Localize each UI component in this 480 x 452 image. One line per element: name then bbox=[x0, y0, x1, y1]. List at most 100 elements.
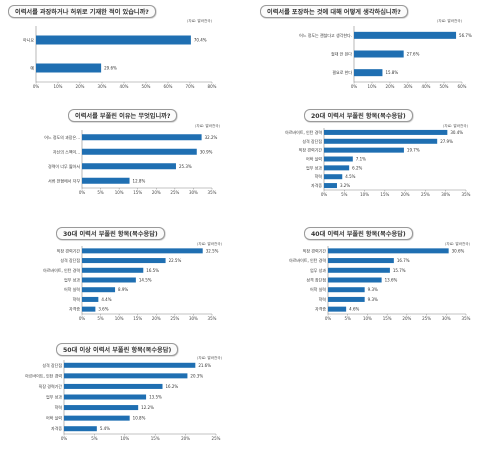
x-tick-label: 30% bbox=[98, 84, 107, 89]
chart-panel-7: 0% 5% 10% 15% 20% 25% 성격 장단점 21.6% 아르바이트, 인턴 경력 2… bbox=[6, 342, 228, 446]
x-tick-label: 0% bbox=[79, 190, 86, 195]
category-label: 업무 성과 bbox=[46, 394, 62, 400]
category-label: 절대 안 된다 bbox=[331, 51, 352, 57]
data-label: 15.7% bbox=[393, 268, 406, 273]
chart-title-7: 50대 이상 이력서 부풀린 항목(복수응답) bbox=[56, 343, 179, 356]
x-tick-label: 35% bbox=[208, 190, 217, 195]
chart-title-3: 이력서를 부풀린 이유는 무엇입니까? bbox=[68, 109, 178, 122]
category-label: 아르바이트, 인턴 경력 bbox=[289, 257, 326, 263]
category-label: 아르바이트, 인턴 경력 bbox=[25, 372, 62, 378]
data-label: 13.5% bbox=[149, 395, 162, 400]
x-tick-label: 10% bbox=[363, 316, 372, 321]
category-label: 어학 실력 bbox=[310, 286, 326, 292]
category-label: 필요로 한다 bbox=[332, 69, 352, 75]
bar bbox=[82, 177, 130, 184]
data-label: 27.9% bbox=[440, 139, 453, 144]
chart-title-6: 40대 이력서 부풀린 항목(복수응답) bbox=[304, 227, 413, 240]
category-label: 성격 장단점 bbox=[60, 257, 80, 263]
x-tick-label: 5% bbox=[97, 190, 104, 195]
x-tick-label: 30% bbox=[441, 192, 450, 197]
category-label: 자격증 bbox=[315, 306, 326, 312]
bar bbox=[324, 183, 337, 189]
data-label: 9.3% bbox=[368, 287, 378, 292]
bar bbox=[36, 63, 102, 73]
bar bbox=[324, 147, 404, 153]
category-label: 직장 경력기간 bbox=[303, 247, 327, 253]
chart-svg-2: 0% 10% 20% 30% 40% 50% 60% 어느 정도는 괜찮다고 생각한다. 56.… bbox=[299, 26, 472, 89]
data-label: 15.8% bbox=[385, 70, 398, 75]
x-tick-label: 35% bbox=[462, 316, 471, 321]
bar bbox=[82, 134, 202, 141]
x-tick-label: 50% bbox=[440, 84, 449, 89]
category-label: 학력 bbox=[55, 404, 63, 410]
category-label: 업무 성과 bbox=[306, 164, 322, 170]
bar bbox=[354, 50, 404, 58]
x-tick-label: 60% bbox=[164, 84, 173, 89]
x-tick-label: 70% bbox=[186, 84, 195, 89]
data-label: 3.6% bbox=[98, 307, 108, 312]
bar bbox=[328, 248, 449, 254]
x-tick-label: 15% bbox=[133, 190, 142, 195]
bar bbox=[82, 163, 176, 170]
chart-panel-1: 0% 10% 20% 30% 40% 50% 60% 70% 80% 아니요 70.4% 예 29.6%… bbox=[6, 4, 228, 96]
x-tick-label: 15% bbox=[380, 192, 389, 197]
category-label: 자격증 bbox=[51, 425, 62, 431]
chart-title-5: 30대 이력서 부풀린 항목(복수응답) bbox=[56, 227, 165, 240]
chart-panel-5: 0% 5% 10% 15% 20% 25% 30% 35% 직장 경력기간 32.5% 성격 장단점… bbox=[6, 226, 228, 326]
bar bbox=[64, 383, 163, 389]
category-label: 직장 경력기간 bbox=[299, 147, 323, 153]
chart-panel-4: 0% 5% 10% 15% 20% 25% 30% 35% 아르바이트, 인턴 경력 30.4% 성… bbox=[254, 108, 476, 200]
data-label: 4.6% bbox=[349, 307, 359, 312]
x-tick-label: 5% bbox=[97, 316, 104, 321]
category-label: 아르바이트, 인턴 경력 bbox=[43, 267, 80, 273]
bar bbox=[64, 362, 196, 368]
data-label: 25.3% bbox=[179, 164, 192, 169]
x-tick-label: 30% bbox=[189, 316, 198, 321]
bar bbox=[324, 129, 448, 135]
category-label: 학력 bbox=[315, 173, 323, 179]
x-tick-label: 35% bbox=[208, 316, 217, 321]
category-label: 업무 성과 bbox=[64, 277, 80, 283]
category-label: 자신의 스펙이... bbox=[53, 148, 80, 154]
x-tick-label: 25% bbox=[170, 316, 179, 321]
data-label: 3.2% bbox=[340, 183, 350, 188]
category-label: 어느 정도는 괜찮다고 생각한다. bbox=[299, 32, 352, 38]
data-label: 70.4% bbox=[194, 38, 207, 43]
data-label: 4.4% bbox=[101, 297, 111, 302]
category-label: 학력 bbox=[319, 296, 327, 302]
category-label: 자격증 bbox=[69, 306, 80, 312]
chart-svg-5: 0% 5% 10% 15% 20% 25% 30% 35% 직장 경력기간 32.5% 성격 장단점… bbox=[43, 246, 219, 321]
chart-svg-6: 0% 5% 10% 15% 20% 25% 30% 35% 직장 경력기간 30.6% 아르바이트,… bbox=[289, 246, 471, 321]
category-label: 서류 전형에서 자꾸 bbox=[48, 177, 80, 183]
bar bbox=[354, 69, 383, 77]
bar bbox=[82, 287, 116, 293]
data-label: 27.6% bbox=[407, 52, 420, 57]
chart-title-1: 이력서를 과장하거나 허위로 기재한 적이 있습니까? bbox=[8, 5, 156, 18]
x-tick-label: 5% bbox=[91, 436, 98, 441]
chart-svg-3: 0% 5% 10% 15% 20% 25% 30% 35% 어느 정도의 과장은... 32.2%… bbox=[44, 130, 218, 195]
x-tick-label: 35% bbox=[462, 192, 471, 197]
x-tick-label: 0% bbox=[321, 192, 328, 197]
x-tick-label: 25% bbox=[422, 316, 431, 321]
x-tick-label: 20% bbox=[401, 192, 410, 197]
x-tick-label: 40% bbox=[120, 84, 129, 89]
x-tick-label: 5% bbox=[341, 192, 348, 197]
x-tick-label: 30% bbox=[189, 190, 198, 195]
x-tick-label: 0% bbox=[61, 436, 68, 441]
data-label: 20.3% bbox=[190, 373, 203, 378]
category-label: 성격 장단점 bbox=[302, 138, 322, 144]
bar bbox=[324, 174, 343, 180]
bar bbox=[324, 138, 438, 144]
data-label: 16.5% bbox=[146, 268, 159, 273]
bar bbox=[328, 287, 365, 293]
data-label: 29.6% bbox=[104, 66, 117, 71]
x-tick-label: 0% bbox=[79, 316, 86, 321]
data-label: 7.1% bbox=[356, 157, 366, 162]
x-tick-label: 10% bbox=[368, 84, 377, 89]
data-label: 32.5% bbox=[206, 248, 219, 253]
bar bbox=[36, 35, 191, 45]
x-tick-label: 15% bbox=[151, 436, 160, 441]
chart-title-4: 20대 이력서 부풀린 항목(복수응답) bbox=[304, 109, 413, 122]
category-label: 직장 경력기간 bbox=[39, 383, 63, 389]
category-label: 성격 장단점 bbox=[306, 277, 326, 283]
